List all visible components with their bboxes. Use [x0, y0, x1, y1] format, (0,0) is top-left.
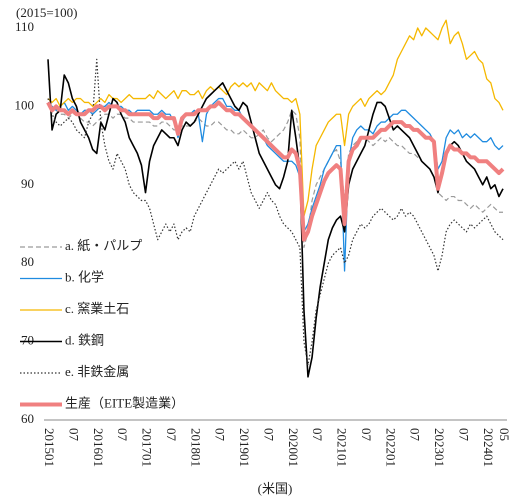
- x-tick-label: 201801: [188, 428, 203, 467]
- series-line: [47, 59, 504, 378]
- series-line: [46, 100, 505, 242]
- series-line: [47, 19, 504, 217]
- x-tick-label: 07: [66, 428, 81, 442]
- x-tick-label: 202001: [286, 428, 301, 467]
- x-tick-label: 201901: [237, 428, 252, 467]
- legend-label: a. 紙・パルプ: [65, 238, 142, 253]
- series-line: [47, 58, 504, 366]
- legend-label: d. 鉄鋼: [65, 332, 104, 347]
- y-tick-label: 80: [21, 254, 34, 269]
- y-tick-label: 60: [21, 411, 34, 426]
- y-tick-label: 110: [15, 19, 34, 34]
- x-tick-label: 07: [408, 428, 423, 442]
- x-tick-label: 07: [115, 428, 130, 442]
- y-axis-unit: (2015=100): [16, 5, 78, 20]
- legend-label: b. 化学: [65, 269, 104, 284]
- x-tick-label: 202201: [383, 428, 398, 467]
- x-tick-label: 07: [261, 428, 276, 442]
- x-tick-label: 202101: [335, 428, 350, 467]
- x-tick-label: 201701: [140, 428, 155, 467]
- legend-label: e. 非鉄金属: [65, 364, 129, 379]
- x-tick-label: 07: [213, 428, 228, 442]
- y-tick-label: 90: [21, 176, 34, 191]
- y-tick-label: 70: [21, 333, 34, 348]
- legend-label: c. 窯業土石: [65, 301, 129, 316]
- x-tick-label: 202401: [481, 428, 496, 467]
- x-tick-label: 07: [310, 428, 325, 442]
- x-tick-label: 07: [456, 428, 471, 442]
- legend-label: 生産（EITE製造業）: [65, 395, 184, 410]
- x-tick-label: 07: [164, 428, 179, 442]
- x-tick-label: 201501: [42, 428, 57, 467]
- x-tick-label: 05: [497, 428, 510, 441]
- y-tick-label: 100: [15, 97, 35, 112]
- x-axis-label: (米国): [258, 481, 293, 496]
- x-tick-label: 201601: [91, 428, 106, 467]
- x-tick-label: 07: [359, 428, 374, 442]
- x-tick-label: 202301: [432, 428, 447, 467]
